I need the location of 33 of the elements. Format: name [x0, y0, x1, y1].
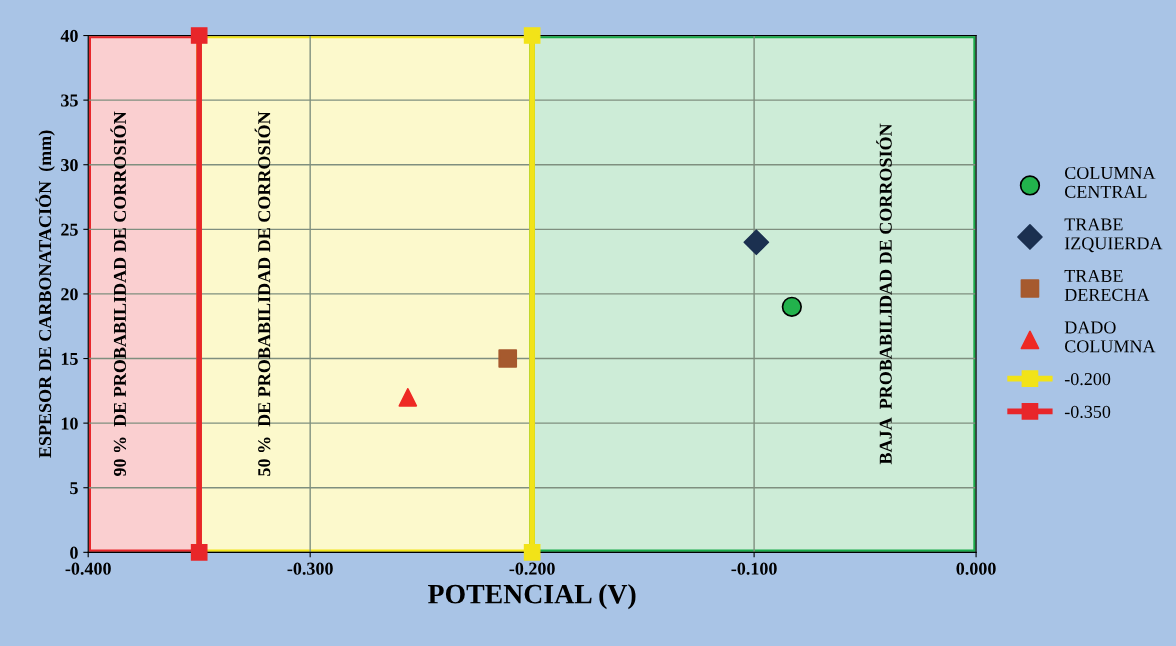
legend-label: -0.350 [1064, 405, 1111, 418]
y-tick-label: 15 [61, 352, 78, 365]
point [398, 387, 418, 407]
y-tick-label: 5 [70, 482, 78, 495]
legend-label: TRABE IZQUIERDA [1064, 218, 1163, 253]
point [190, 543, 208, 561]
y-tick-label: 35 [61, 94, 78, 107]
x-tick-label: -0.200 [509, 562, 555, 575]
y-tick-label: 30 [61, 158, 78, 172]
legend-label: TRABE DERECHA [1064, 269, 1150, 301]
band-label: BAJA PROBABILIDAD DE CORROSIÓN [876, 123, 892, 465]
x-tick-label: 0.000 [956, 562, 996, 575]
x-tick-label: -0.400 [65, 562, 111, 575]
point [781, 296, 802, 318]
x-tick-label: -0.300 [287, 562, 333, 575]
legend-label: -0.200 [1064, 372, 1111, 386]
y-tick-label: 25 [61, 223, 78, 236]
y-tick-label: 40 [60, 29, 78, 42]
point [523, 543, 541, 561]
band-label: 90 % DE PROBABILIDAD DE CORROSIÓN [110, 111, 127, 477]
point [523, 27, 541, 44]
y-tick-label: 10 [61, 417, 78, 430]
legend-label: COLUMNA CENTRAL [1065, 166, 1156, 198]
y-tick-label: 20 [61, 288, 78, 301]
y-tick-label: 0 [70, 546, 78, 559]
band-label: 50 % DE PROBABILIDAD DE CORROSIÓN [254, 111, 271, 476]
point [743, 229, 770, 256]
x-axis-title: POTENCIAL (V) [428, 583, 636, 610]
point [498, 349, 518, 368]
point [190, 27, 208, 44]
y-axis-title: ESPESOR DE CARBONATACIÓN (mm) [35, 130, 55, 458]
x-tick-label: -0.100 [731, 562, 777, 575]
legend-label: DADO COLUMNA [1064, 321, 1156, 353]
